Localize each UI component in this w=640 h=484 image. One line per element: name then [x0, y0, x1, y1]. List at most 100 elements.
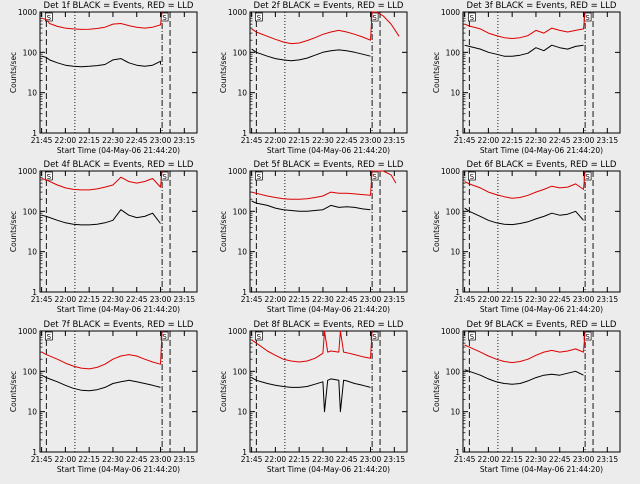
marker-flag [467, 331, 476, 341]
y-axis-label: Counts/sec [9, 52, 18, 93]
y-axis-label: Counts/sec [9, 211, 18, 252]
y-tick-label: 100 [23, 367, 38, 376]
x-tick-label: 23:00 [150, 295, 172, 304]
x-tick-label: 22:30 [312, 136, 334, 145]
x-tick-label: 22:30 [102, 455, 124, 464]
x-tick-label: 22:45 [126, 295, 148, 304]
plot-frame [462, 170, 621, 293]
x-axis-label: Start Time (04-May-06 21:44:20) [57, 146, 180, 155]
x-axis-label: Start Time (04-May-06 21:44:20) [480, 146, 603, 155]
x-tick-label: 22:45 [549, 295, 571, 304]
y-tick-label: 10 [27, 89, 37, 98]
series-line-lld [464, 330, 586, 364]
marker-flag [160, 331, 169, 341]
x-tick-label: 21:45 [454, 295, 476, 304]
series-line-lld [41, 11, 163, 30]
x-tick-label: 22:15 [78, 295, 100, 304]
marker-flag-label: S [470, 14, 475, 22]
x-tick-label: 21:45 [241, 136, 263, 145]
y-tick-label: 10 [237, 248, 247, 257]
x-axis-label: Start Time (04-May-06 21:44:20) [267, 146, 390, 155]
plot-frame [249, 11, 408, 134]
detector-panel-7: Det 7f BLACK = Events, RED = LLD 1 10 100 10… [9, 320, 198, 474]
y-axis-label: Counts/sec [219, 371, 228, 412]
x-tick-label: 23:00 [150, 136, 172, 145]
x-tick-label: 22:15 [78, 136, 100, 145]
plot-frame [39, 170, 198, 293]
series-line-events [251, 377, 371, 413]
series-line-events [464, 369, 584, 385]
x-tick-label: 21:45 [241, 295, 263, 304]
detector-panel-1: Det 1f BLACK = Events, RED = LLD 1 10 100 10… [9, 1, 198, 155]
y-tick-label: 10 [27, 408, 37, 417]
x-tick-label: 22:00 [55, 136, 77, 145]
y-tick-label: 100 [233, 367, 248, 376]
y-tick-label: 100 [446, 48, 461, 57]
x-axis-label: Start Time (04-May-06 21:44:20) [267, 305, 390, 314]
x-tick-label: 22:30 [102, 136, 124, 145]
x-tick-label: 22:45 [126, 455, 148, 464]
x-tick-label: 22:30 [525, 295, 547, 304]
detector-panel-4: Det 4f BLACK = Events, RED = LLD 1 10 100 10… [9, 160, 198, 314]
plot-frame [462, 11, 621, 134]
x-tick-label: 21:45 [241, 455, 263, 464]
x-tick-label: 21:45 [31, 295, 53, 304]
y-tick-label: 1 [455, 288, 460, 297]
y-tick-label: 100 [23, 207, 38, 216]
y-axis-label: Counts/sec [432, 371, 441, 412]
marker-flag-label: S [47, 14, 52, 22]
marker-flag [44, 12, 53, 22]
y-tick-label: 1 [32, 129, 37, 138]
detector-panel-9: Det 9f BLACK = Events, RED = LLD 1 10 100 10… [432, 320, 621, 474]
marker-flag-label: S [257, 173, 262, 181]
x-tick-label: 22:30 [312, 455, 334, 464]
marker-flag [467, 12, 476, 22]
x-tick-label: 23:00 [360, 455, 382, 464]
marker-flag [44, 171, 53, 181]
detector-panel-3: Det 3f BLACK = Events, RED = LLD 1 10 100 10… [432, 1, 621, 155]
marker-flag-label: S [372, 14, 377, 22]
series-line-events [464, 207, 584, 226]
y-axis-label: Counts/sec [219, 211, 228, 252]
panel-title: Det 1f BLACK = Events, RED = LLD [44, 1, 194, 11]
x-tick-label: 23:15 [597, 136, 619, 145]
x-tick-label: 22:45 [336, 136, 358, 145]
marker-flag [254, 12, 263, 22]
marker-flag-label: S [585, 173, 590, 181]
x-tick-label: 21:45 [31, 455, 53, 464]
x-tick-label: 23:15 [174, 136, 196, 145]
y-tick-label: 100 [23, 48, 38, 57]
panel-title: Det 7f BLACK = Events, RED = LLD [44, 320, 194, 330]
detector-panel-5: Det 5f BLACK = Events, RED = LLD 1 10 100 10… [219, 160, 408, 314]
x-tick-label: 23:00 [573, 136, 595, 145]
marker-flag [583, 331, 592, 341]
y-tick-label: 1 [455, 129, 460, 138]
x-tick-label: 22:15 [288, 295, 310, 304]
x-axis-label: Start Time (04-May-06 21:44:20) [57, 305, 180, 314]
y-tick-label: 10 [450, 248, 460, 257]
x-tick-label: 23:15 [597, 455, 619, 464]
marker-flag [370, 331, 379, 341]
x-tick-label: 23:00 [360, 136, 382, 145]
plot-frame [39, 11, 198, 134]
x-tick-label: 22:00 [265, 136, 287, 145]
y-tick-label: 1000 [441, 327, 460, 336]
x-axis-label: Start Time (04-May-06 21:44:20) [267, 465, 390, 474]
y-tick-label: 1 [455, 448, 460, 457]
marker-flag [583, 171, 592, 181]
x-tick-label: 22:15 [78, 455, 100, 464]
x-tick-label: 23:15 [384, 136, 406, 145]
x-tick-label: 22:15 [501, 455, 523, 464]
x-tick-label: 22:30 [312, 295, 334, 304]
marker-flag [370, 171, 379, 181]
y-tick-label: 1 [32, 288, 37, 297]
x-tick-label: 23:15 [174, 455, 196, 464]
marker-flag-label: S [257, 14, 262, 22]
series-line-lld [251, 170, 397, 200]
x-tick-label: 23:00 [360, 295, 382, 304]
y-tick-label: 10 [27, 248, 37, 257]
x-tick-label: 23:00 [150, 455, 172, 464]
y-tick-label: 10 [237, 89, 247, 98]
y-axis-label: Counts/sec [9, 371, 18, 412]
series-line-events [41, 209, 161, 226]
